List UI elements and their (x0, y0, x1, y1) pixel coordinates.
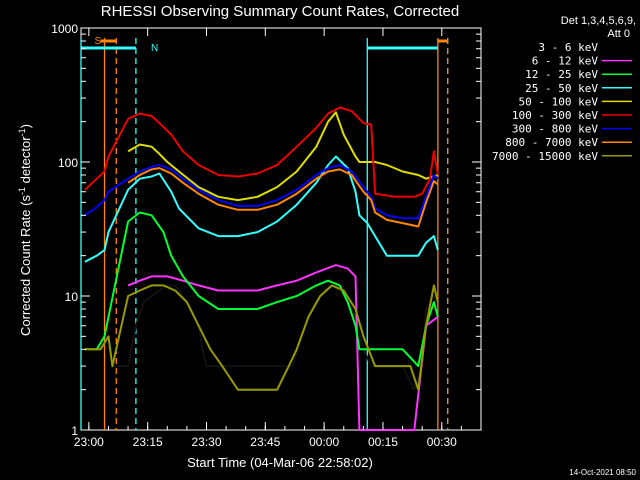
legend-label: 3 - 6 keV (538, 41, 598, 54)
state-label: N (151, 43, 158, 54)
x-tick-label: 23:00 (74, 435, 104, 449)
plot-area: SN (80, 27, 482, 431)
legend-header-line-2: Att 0 (607, 28, 630, 40)
legend-label: 25 - 50 keV (525, 82, 598, 95)
legend-label: 7000 - 15000 keV (492, 150, 598, 163)
x-tick-label: 00:30 (427, 435, 457, 449)
series-line (84, 211, 439, 368)
y-tick-label: 1000 (51, 22, 78, 36)
series-line (127, 111, 439, 202)
series-line (127, 264, 439, 431)
series-line (84, 284, 439, 391)
x-tick-label: 23:30 (191, 435, 221, 449)
y-tick-label: 10 (65, 290, 79, 304)
x-tick-label: 23:15 (133, 435, 163, 449)
y-tick-label: 1 (71, 424, 78, 438)
state-label: S (95, 36, 102, 47)
series-line (84, 284, 439, 391)
y-tick-label: 100 (58, 156, 78, 170)
legend-label: 800 - 7000 keV (505, 136, 598, 149)
series-line (127, 167, 439, 228)
y-axis-label: Corrected Count Rate (s-1 detector-1) (17, 124, 33, 336)
x-tick-label: 00:00 (309, 435, 339, 449)
series-line (84, 155, 439, 263)
footer-timestamp: 14-Oct-2021 08:50 (569, 468, 636, 477)
legend-label: 100 - 300 keV (512, 109, 598, 122)
legend-label: 12 - 25 keV (525, 68, 598, 81)
x-axis: 23:00 23:15 23:30 23:45 00:00 00:15 00:30 (74, 28, 462, 449)
x-tick-label: 00:15 (368, 435, 398, 449)
legend-label: 300 - 800 keV (512, 123, 598, 136)
y-axis: 1 10 100 1000 (51, 22, 481, 438)
x-tick-label: 23:45 (250, 435, 280, 449)
series-line (84, 106, 439, 198)
series-line (84, 164, 439, 220)
legend-label: 6 - 12 keV (532, 55, 599, 68)
chart-title: RHESSI Observing Summary Count Rates, Co… (101, 3, 459, 20)
x-axis-label: Start Time (04-Mar-06 22:58:02) (187, 455, 373, 470)
legend-header-line-1: Det 1,3,4,5,6,9, (561, 15, 636, 27)
legend-label: 50 - 100 keV (519, 95, 599, 108)
